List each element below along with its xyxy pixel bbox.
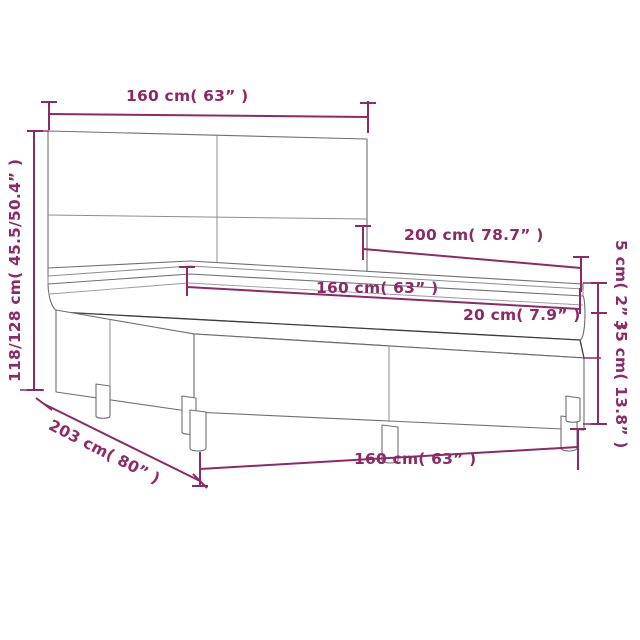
- dimension-lines-group: [20, 101, 607, 489]
- label-base-width: 160 cm( 63” ): [354, 450, 477, 468]
- label-headboard-width: 160 cm( 63” ): [126, 87, 249, 105]
- label-bed-length: 200 cm( 78.7” ): [404, 226, 544, 244]
- label-base-height: 35 cm( 13.8” ): [612, 320, 630, 449]
- label-mattress-thickness: 20 cm( 7.9” ): [463, 306, 581, 324]
- dimline-mattress-width: [186, 286, 581, 310]
- tick-depth-top: [35, 397, 53, 411]
- headboard-panel: [47, 130, 368, 273]
- leg-front-center: [381, 424, 399, 464]
- label-total-height: 118/128 cm( 45.5/50.4” ): [6, 158, 24, 382]
- headboard-divider-horizontal: [47, 214, 368, 220]
- leg-front-left: [189, 409, 207, 452]
- dimline-headboard-width: [48, 113, 369, 118]
- dimline-base-width: [199, 446, 579, 470]
- leg-back-right: [565, 395, 581, 423]
- label-topper-thickness: 5 cm( 2” ): [612, 240, 630, 330]
- bed-outline-group: [47, 130, 586, 464]
- label-mattress-width: 160 cm( 63” ): [316, 279, 439, 297]
- dimline-bed-depth: [43, 403, 201, 482]
- leg-back-left: [95, 383, 111, 419]
- dimline-bed-length: [362, 248, 582, 269]
